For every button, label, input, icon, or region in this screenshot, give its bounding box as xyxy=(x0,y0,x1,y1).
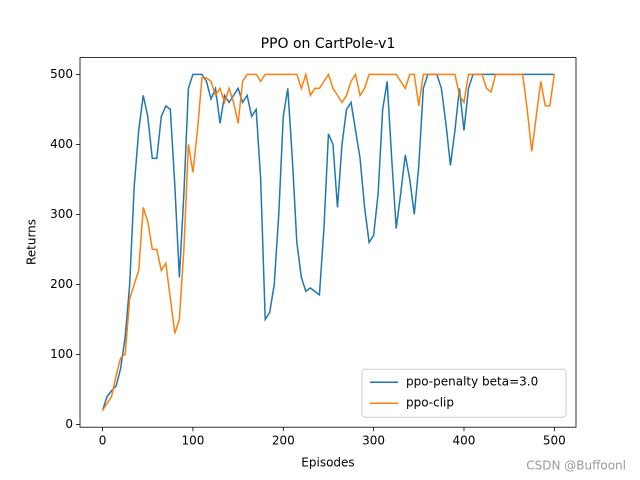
y-axis-label: Returns xyxy=(25,219,39,265)
legend-label: ppo-penalty beta=3.0 xyxy=(406,375,538,389)
plot-frame xyxy=(79,57,577,428)
chart-title: PPO on CartPole-v1 xyxy=(261,36,396,52)
x-tick-label: 100 xyxy=(181,434,204,448)
x-axis-label: Episodes xyxy=(301,456,354,470)
x-tick-label: 300 xyxy=(362,434,385,448)
series-line xyxy=(101,73,555,411)
y-tick-label: 100 xyxy=(50,347,73,361)
x-tick-label: 0 xyxy=(99,434,107,448)
y-tick-label: 0 xyxy=(65,417,73,431)
legend-box xyxy=(361,368,567,418)
series-line xyxy=(101,71,556,411)
x-tick-label: 400 xyxy=(453,434,476,448)
x-tick-label: 500 xyxy=(543,434,566,448)
legend-label: ppo-clip xyxy=(406,396,454,410)
y-tick-label: 200 xyxy=(50,277,73,291)
y-tick-label: 400 xyxy=(50,137,73,151)
x-tick-label: 200 xyxy=(272,434,295,448)
y-tick-label: 300 xyxy=(50,207,73,221)
watermark: CSDN @Buffoonl xyxy=(526,459,626,473)
y-tick-label: 500 xyxy=(50,67,73,81)
